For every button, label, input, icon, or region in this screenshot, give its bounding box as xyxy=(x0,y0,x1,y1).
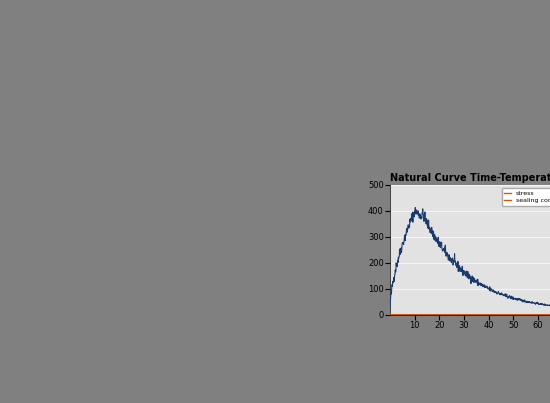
Legend: stress, sealing condition: stress, sealing condition xyxy=(502,188,550,206)
Text: Natural Curve Time-Temperature: Natural Curve Time-Temperature xyxy=(390,173,550,183)
